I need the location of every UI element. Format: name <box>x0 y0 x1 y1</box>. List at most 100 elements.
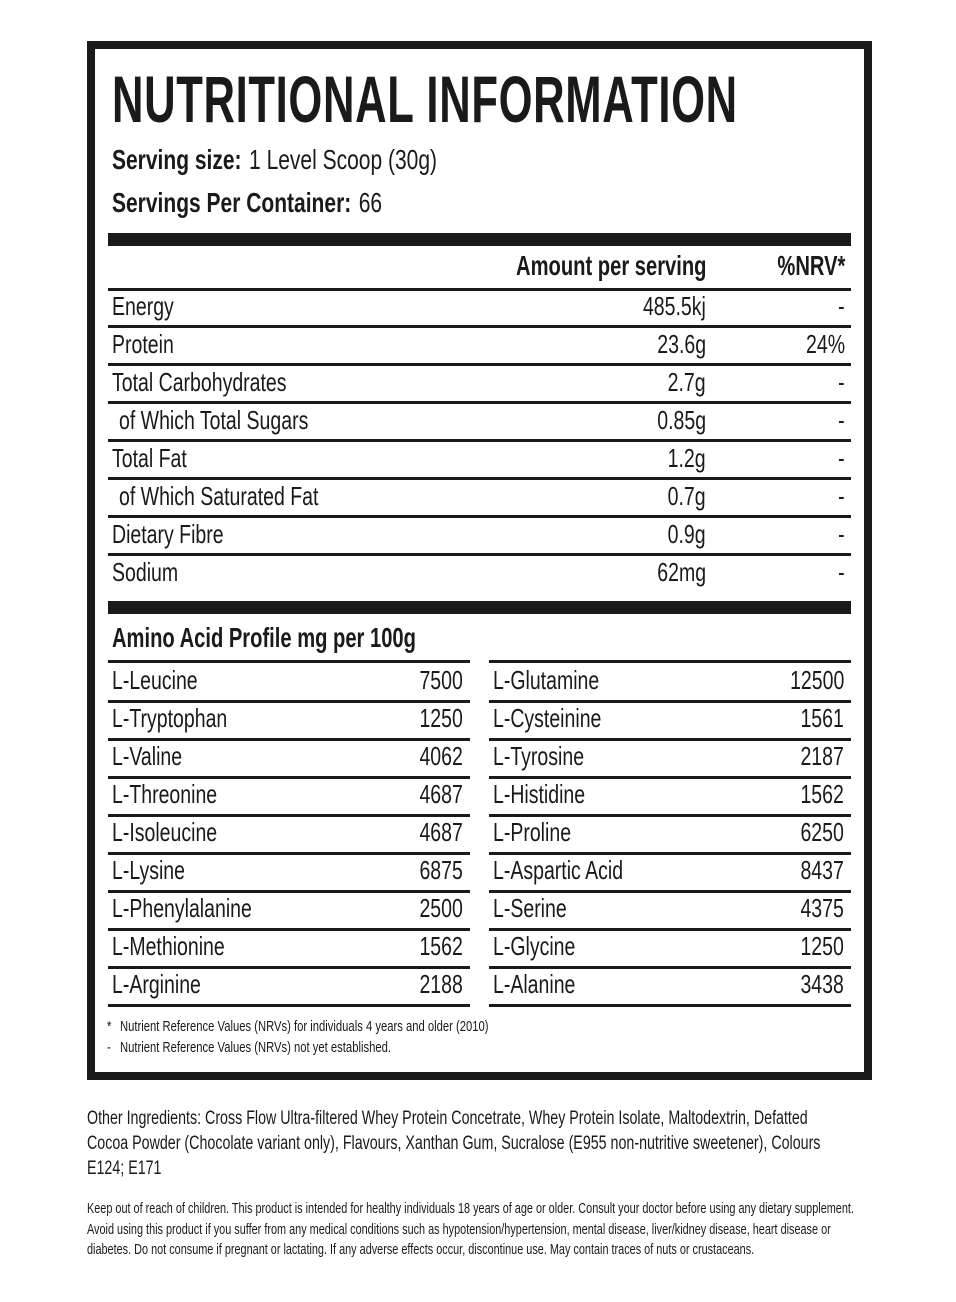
footnote-mark: * <box>107 1018 112 1035</box>
amino-value: 12500 <box>789 665 844 696</box>
amino-name: L-Methionine <box>112 931 225 962</box>
row-rule <box>489 700 851 703</box>
amino-name: L-Glutamine <box>493 665 600 696</box>
amino-name: L-Leucine <box>112 665 198 696</box>
amino-name: L-Alanine <box>493 969 576 1000</box>
nutrient-amount: 0.9g <box>668 519 706 550</box>
row-rule <box>108 776 470 779</box>
nutrient-name: Total Carbohydrates <box>112 367 287 398</box>
nutrient-nrv: - <box>838 481 845 512</box>
amino-value: 4062 <box>419 741 463 772</box>
amino-name: L-Proline <box>493 817 572 848</box>
amino-name: L-Glycine <box>493 931 576 962</box>
nutrient-amount: 2.7g <box>668 367 706 398</box>
row-rule <box>108 966 470 969</box>
row-rule <box>108 553 851 556</box>
nutrient-amount: 0.85g <box>657 405 706 436</box>
amino-name: L-Tyrosine <box>493 741 585 772</box>
amino-value: 1250 <box>419 703 463 734</box>
rule <box>489 660 851 663</box>
amino-value: 1562 <box>800 779 844 810</box>
amino-value: 4375 <box>800 893 844 924</box>
column-header: Amount per serving <box>515 250 706 282</box>
amino-value: 3438 <box>800 969 844 1000</box>
nutrient-amount: 1.2g <box>668 443 706 474</box>
amino-title: Amino Acid Profile mg per 100g <box>112 622 416 654</box>
nutrient-name: Total Fat <box>112 443 187 474</box>
footnote: Nutrient Reference Values (NRVs) for ind… <box>120 1018 489 1035</box>
amino-name: L-Tryptophan <box>112 703 228 734</box>
row-rule <box>489 928 851 931</box>
row-rule <box>108 738 470 741</box>
amino-value: 2188 <box>419 969 463 1000</box>
row-rule <box>108 363 851 366</box>
thick-rule <box>108 233 851 246</box>
row-rule <box>489 852 851 855</box>
row-rule <box>108 477 851 480</box>
row-rule <box>108 325 851 328</box>
nutrient-nrv: - <box>838 291 845 322</box>
nutrient-nrv: - <box>838 519 845 550</box>
thick-rule <box>108 601 851 614</box>
amino-value: 6250 <box>800 817 844 848</box>
amino-name: L-Valine <box>112 741 183 772</box>
amino-value: 2500 <box>419 893 463 924</box>
row-rule <box>489 890 851 893</box>
warning: Keep out of reach of children. This prod… <box>87 1201 854 1258</box>
amino-value: 4687 <box>419 817 463 848</box>
serving-label: Servings Per Container: <box>112 187 352 218</box>
amino-name: L-Threonine <box>112 779 218 810</box>
row-rule <box>108 928 470 931</box>
amino-value: 2187 <box>800 741 844 772</box>
serving-label: Serving size: <box>112 144 242 175</box>
nutrient-nrv: 24% <box>805 329 845 360</box>
nutrient-name: of Which Total Sugars <box>119 405 309 436</box>
nutrient-name: Dietary Fibre <box>112 519 224 550</box>
row-rule <box>108 700 470 703</box>
nutrient-nrv: - <box>838 367 845 398</box>
amino-name: L-Arginine <box>112 969 201 1000</box>
title: NUTRITIONAL INFORMATION <box>112 62 738 137</box>
nutrient-amount: 485.5kj <box>643 291 706 322</box>
row-rule <box>489 776 851 779</box>
amino-value: 7500 <box>419 665 463 696</box>
row-rule <box>108 890 470 893</box>
nutrient-amount: 23.6g <box>657 329 706 360</box>
amino-value: 4687 <box>419 779 463 810</box>
amino-name: L-Phenylalanine <box>112 893 252 924</box>
nutrient-nrv: - <box>838 405 845 436</box>
amino-name: L-Aspartic Acid <box>493 855 624 886</box>
amino-name: L-Lysine <box>112 855 185 886</box>
rule <box>108 288 851 291</box>
row-rule <box>108 439 851 442</box>
column-header: %NRV* <box>777 250 845 282</box>
nutrient-name: Energy <box>112 291 174 322</box>
row-rule <box>489 814 851 817</box>
amino-name: L-Isoleucine <box>112 817 218 848</box>
amino-value: 1250 <box>800 931 844 962</box>
row-rule <box>108 814 470 817</box>
nutrient-amount: 0.7g <box>668 481 706 512</box>
serving-line: Servings Per Container: 66 <box>112 186 382 220</box>
row-rule <box>108 515 851 518</box>
amino-name: L-Cysteinine <box>493 703 602 734</box>
label-border <box>87 41 872 1080</box>
nutrient-name: Sodium <box>112 557 179 588</box>
row-rule <box>489 966 851 969</box>
amino-value: 1562 <box>419 931 463 962</box>
nutrient-name: Protein <box>112 329 174 360</box>
other-ingredients: Other Ingredients: Cross Flow Ultra-filt… <box>87 1108 821 1179</box>
row-rule <box>108 401 851 404</box>
row-rule <box>108 1004 470 1007</box>
amino-value: 1561 <box>800 703 844 734</box>
amino-name: L-Histidine <box>493 779 586 810</box>
amino-value: 6875 <box>419 855 463 886</box>
row-rule <box>489 1004 851 1007</box>
serving-value: 1 Level Scoop (30g) <box>249 144 438 175</box>
nutrient-nrv: - <box>838 443 845 474</box>
row-rule <box>108 852 470 855</box>
nutrient-nrv: - <box>838 557 845 588</box>
amino-value: 8437 <box>800 855 844 886</box>
serving-line: Serving size: 1 Level Scoop (30g) <box>112 143 437 177</box>
